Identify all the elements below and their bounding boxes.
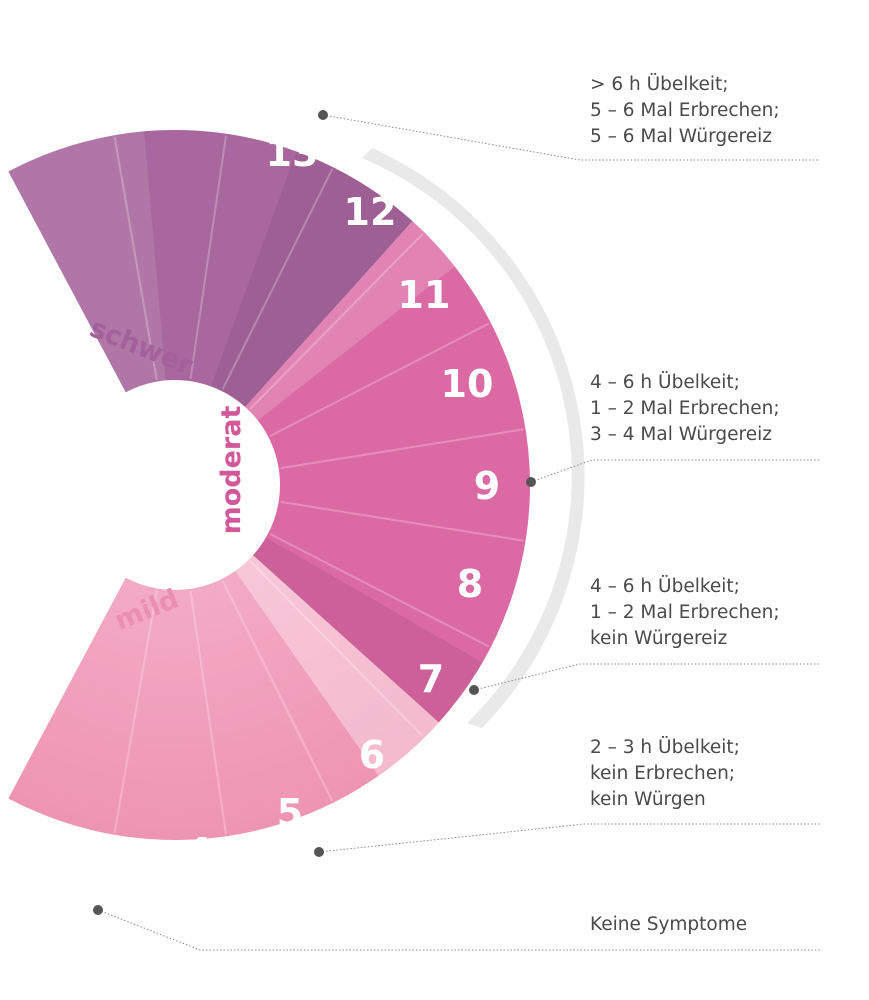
segment-divider-8 [269, 322, 490, 437]
segment-dividers [113, 135, 524, 835]
description-line: kein Erbrechen; [590, 763, 736, 784]
description-line: 1 – 2 Mal Erbrechen; [590, 398, 780, 419]
description-moderate-high: 4 – 6 h Übelkeit; 1 – 2 Mal Erbrechen; 3… [590, 370, 820, 448]
marker-dot-9 [526, 477, 536, 487]
segment-divider-7 [280, 428, 524, 470]
segment-divider-1 [113, 590, 158, 833]
segment-divider-9 [249, 233, 424, 410]
segment-divider-2 [189, 590, 227, 835]
segment-divider-4 [249, 560, 424, 737]
description-line: 3 – 4 Mal Würgereiz [590, 424, 772, 445]
description-severe: > 6 h Übelkeit; 5 – 6 Mal Erbrechen; 5 –… [590, 72, 820, 150]
description-line: kein Würgereiz [590, 628, 728, 649]
description-line: 5 – 6 Mal Erbrechen; [590, 100, 780, 121]
segment-divider-3 [221, 580, 334, 802]
score-label-8: 8 [457, 562, 483, 606]
severity-label-moderate: moderat [216, 406, 247, 535]
score-label-4: 4 [186, 830, 212, 874]
score-label-5: 5 [277, 791, 303, 835]
score-label-13: 13 [266, 131, 319, 175]
description-line: 2 – 3 h Übelkeit; [590, 737, 740, 758]
segment-shade-3 [253, 537, 483, 723]
segment-divider-11 [189, 135, 227, 380]
severity-band-severe [8, 130, 413, 407]
leader-line-5 [318, 823, 820, 853]
score-label-9: 9 [474, 464, 500, 508]
description-moderate-low: 4 – 6 h Übelkeit; 1 – 2 Mal Erbrechen; k… [590, 574, 820, 652]
marker-dot-3 [93, 905, 103, 915]
leader-line-3 [97, 909, 820, 951]
description-line: 4 – 6 h Übelkeit; [590, 576, 740, 597]
segment-divider-10 [221, 168, 334, 390]
score-label-6: 6 [359, 733, 385, 777]
severity-band-moderate [245, 221, 530, 723]
segment-divider-12 [113, 137, 158, 380]
score-segments [8, 130, 530, 840]
score-label-3: 3 [87, 850, 113, 894]
segment-shade-2 [245, 221, 455, 421]
description-line: kein Würgen [590, 789, 706, 810]
segment-shade-1 [210, 151, 413, 407]
description-line: 1 – 2 Mal Erbrechen; [590, 602, 780, 623]
description-line: > 6 h Übelkeit; [590, 74, 729, 95]
leader-line-9 [530, 459, 820, 483]
segment-shade-4 [235, 555, 439, 776]
leader-line-7 [473, 663, 820, 691]
score-label-15: 15 [75, 76, 128, 120]
description-line: 4 – 6 h Übelkeit; [590, 372, 740, 393]
severity-band-mild [8, 555, 439, 840]
description-line: Keine Symptome [590, 914, 748, 935]
score-label-10: 10 [441, 362, 494, 406]
segment-divider-5 [269, 533, 490, 648]
segment-shade-0 [8, 131, 166, 393]
marker-dot-7 [469, 685, 479, 695]
score-label-12: 12 [344, 190, 397, 234]
segment-divider-6 [280, 500, 524, 542]
score-label-14: 14 [173, 88, 226, 132]
marker-dot-5 [314, 847, 324, 857]
marker-dot-13 [318, 110, 328, 120]
score-label-7: 7 [418, 657, 444, 701]
score-label-11: 11 [398, 273, 451, 317]
leader-line-13 [322, 114, 820, 161]
description-none: Keine Symptome [590, 912, 820, 938]
description-line: 5 – 6 Mal Würgereiz [590, 126, 772, 147]
ring-shadow [362, 148, 585, 728]
description-mild: 2 – 3 h Übelkeit; kein Erbrechen; kein W… [590, 735, 820, 813]
